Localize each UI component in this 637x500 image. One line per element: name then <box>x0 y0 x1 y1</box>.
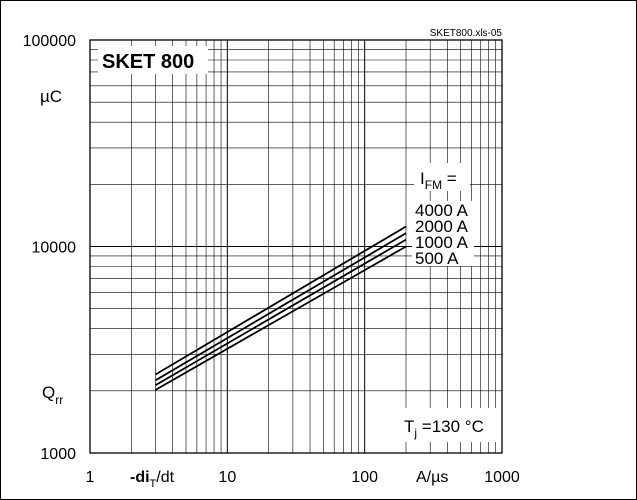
y-tick-label: 1000 <box>40 446 76 463</box>
condition-tail: =130 °C <box>417 417 484 436</box>
x-unit: A/µs <box>416 469 448 486</box>
x-tick-label: 1 <box>86 469 95 486</box>
series-line-2000a <box>155 232 407 382</box>
y-tick-label: 10000 <box>32 240 77 257</box>
chart-title: SKET 800 <box>102 51 194 73</box>
x-tick-label: 1000 <box>484 469 520 486</box>
series-layer <box>155 225 407 391</box>
condition-sub: j <box>413 426 417 440</box>
legend-header: IFM = <box>420 169 457 192</box>
legend-header-base: I <box>420 169 425 188</box>
condition-label: Tj =130 °C <box>404 417 484 440</box>
series-label-bg <box>412 217 474 234</box>
series-label: 2000 A <box>415 217 469 236</box>
y-axis-label-sub: rr <box>55 393 63 407</box>
file-code: SKET800.xls-05 <box>430 28 503 39</box>
plot-border <box>89 39 503 454</box>
x-tick-label: 10 <box>218 469 236 486</box>
series-line-1000a <box>155 238 407 386</box>
ticks-layer: 1 10 100 1000 1000 10000 100000 <box>23 33 520 486</box>
series-label-bg <box>412 233 474 250</box>
series-label: 1000 A <box>415 233 469 252</box>
title-box <box>98 46 208 74</box>
x-axis-label-sub: T <box>150 478 157 490</box>
legend-header-bg <box>414 163 470 191</box>
series-line-4000a <box>155 225 407 376</box>
series-label-bg <box>412 249 474 266</box>
y-unit: µC <box>40 87 62 106</box>
x-tick-label: 100 <box>351 469 378 486</box>
condition-box <box>398 408 498 442</box>
y-axis-label: Qrr <box>42 383 63 407</box>
legend-header-tail: = <box>442 169 457 188</box>
y-tick-label: 100000 <box>23 33 76 50</box>
x-axis-label-base: -di <box>130 469 150 486</box>
condition-base: T <box>404 417 414 436</box>
y-axis-label-base: Q <box>42 383 55 402</box>
series-line-500a <box>155 245 407 391</box>
series-label-bg <box>412 201 474 218</box>
yunit-bg <box>38 83 76 107</box>
x-axis-label-tail: /dt <box>156 469 174 486</box>
series-label: 500 A <box>415 249 459 268</box>
x-axis-label: -diT/dt <box>130 469 175 490</box>
legend-header-sub: FM <box>425 178 442 192</box>
series-label: 4000 A <box>415 201 469 220</box>
